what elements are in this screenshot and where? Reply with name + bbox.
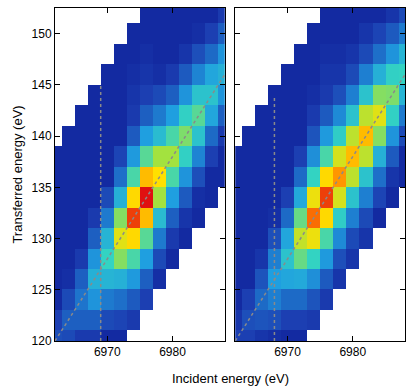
svg-text:6980: 6980: [159, 345, 186, 359]
svg-text:130: 130: [32, 232, 52, 246]
svg-text:Transferred energy (eV): Transferred energy (eV): [10, 105, 25, 243]
svg-text:6980: 6980: [339, 345, 366, 359]
svg-text:6970: 6970: [94, 345, 121, 359]
svg-text:140: 140: [32, 129, 52, 143]
svg-text:6970: 6970: [274, 345, 301, 359]
svg-text:120: 120: [32, 334, 52, 348]
svg-text:Incident energy (eV): Incident energy (eV): [172, 371, 289, 386]
svg-text:145: 145: [32, 78, 52, 92]
svg-text:135: 135: [32, 181, 52, 195]
svg-text:125: 125: [32, 283, 52, 297]
svg-text:150: 150: [32, 27, 52, 41]
